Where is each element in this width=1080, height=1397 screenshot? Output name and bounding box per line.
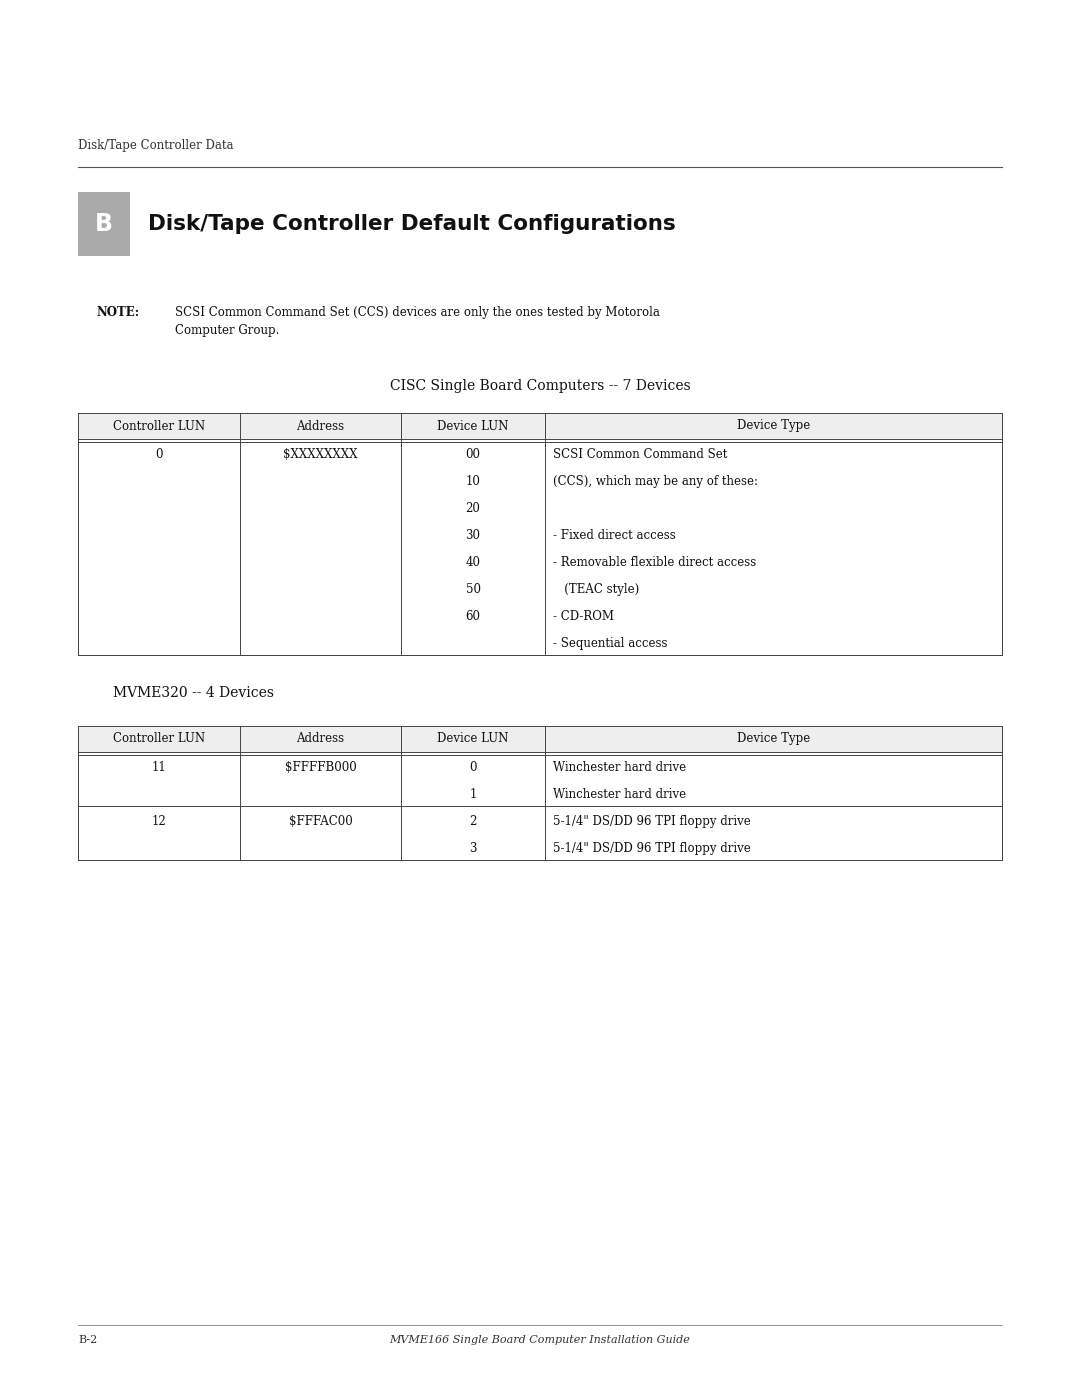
Text: 0: 0 — [470, 761, 476, 774]
Text: 5-1/4" DS/DD 96 TPI floppy drive: 5-1/4" DS/DD 96 TPI floppy drive — [553, 814, 751, 828]
Text: Device LUN: Device LUN — [437, 419, 509, 433]
Bar — [78, 726, 1002, 752]
Text: B-2: B-2 — [78, 1336, 97, 1345]
Text: 40: 40 — [465, 556, 481, 569]
Text: 50: 50 — [465, 583, 481, 597]
Text: Disk/Tape Controller Data: Disk/Tape Controller Data — [78, 138, 233, 152]
Text: B: B — [95, 212, 113, 236]
Text: Device LUN: Device LUN — [437, 732, 509, 746]
Text: NOTE:: NOTE: — [96, 306, 139, 319]
Text: $FFFAC00: $FFFAC00 — [288, 814, 352, 828]
Text: CISC Single Board Computers -- 7 Devices: CISC Single Board Computers -- 7 Devices — [390, 379, 690, 393]
Text: 1: 1 — [470, 788, 476, 800]
Bar — [78, 414, 1002, 439]
Text: Controller LUN: Controller LUN — [112, 419, 205, 433]
Text: 3: 3 — [470, 842, 476, 855]
Text: Disk/Tape Controller Default Configurations: Disk/Tape Controller Default Configurati… — [148, 214, 676, 235]
Text: 2: 2 — [470, 814, 476, 828]
Text: Device Type: Device Type — [737, 732, 810, 746]
Text: 11: 11 — [151, 761, 166, 774]
Bar — [78, 191, 130, 256]
Text: Winchester hard drive: Winchester hard drive — [553, 788, 686, 800]
Text: 20: 20 — [465, 502, 481, 515]
Text: Address: Address — [297, 419, 345, 433]
Text: MVME320 -- 4 Devices: MVME320 -- 4 Devices — [113, 686, 274, 700]
Bar — [78, 414, 1002, 655]
Text: SCSI Common Command Set (CCS) devices are only the ones tested by Motorola: SCSI Common Command Set (CCS) devices ar… — [175, 306, 660, 319]
Text: - Sequential access: - Sequential access — [553, 637, 667, 650]
Text: Device Type: Device Type — [737, 419, 810, 433]
Text: (CCS), which may be any of these:: (CCS), which may be any of these: — [553, 475, 758, 488]
Text: Controller LUN: Controller LUN — [112, 732, 205, 746]
Text: $FFFFB000: $FFFFB000 — [285, 761, 356, 774]
Text: - Fixed direct access: - Fixed direct access — [553, 529, 675, 542]
Text: 5-1/4" DS/DD 96 TPI floppy drive: 5-1/4" DS/DD 96 TPI floppy drive — [553, 842, 751, 855]
Text: 60: 60 — [465, 610, 481, 623]
Text: Address: Address — [297, 732, 345, 746]
Text: $XXXXXXXX: $XXXXXXXX — [283, 448, 357, 461]
Text: 10: 10 — [465, 475, 481, 488]
Text: SCSI Common Command Set: SCSI Common Command Set — [553, 448, 727, 461]
Bar — [78, 726, 1002, 861]
Text: Winchester hard drive: Winchester hard drive — [553, 761, 686, 774]
Text: - CD-ROM: - CD-ROM — [553, 610, 613, 623]
Text: Computer Group.: Computer Group. — [175, 324, 280, 337]
Text: 00: 00 — [465, 448, 481, 461]
Text: 0: 0 — [156, 448, 163, 461]
Text: 30: 30 — [465, 529, 481, 542]
Text: MVME166 Single Board Computer Installation Guide: MVME166 Single Board Computer Installati… — [390, 1336, 690, 1345]
Text: (TEAC style): (TEAC style) — [553, 583, 639, 597]
Text: - Removable flexible direct access: - Removable flexible direct access — [553, 556, 756, 569]
Text: 12: 12 — [151, 814, 166, 828]
